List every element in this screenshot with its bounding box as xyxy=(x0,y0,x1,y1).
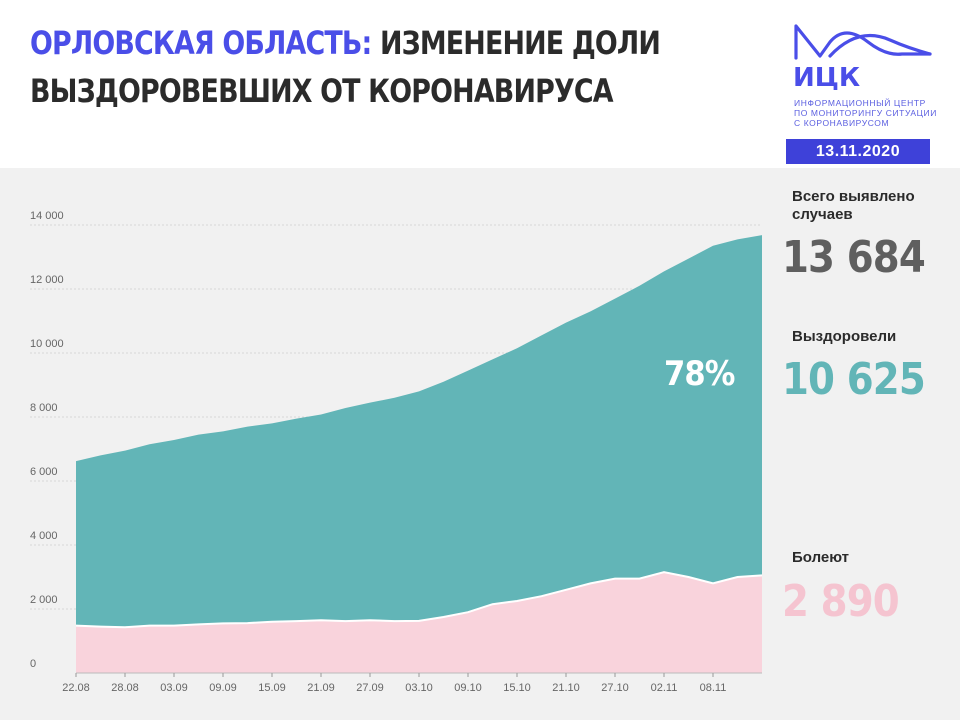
title-topic: ИЗМЕНЕНИЕ ДОЛИ xyxy=(379,24,661,62)
date-badge: 13.11.2020 xyxy=(786,139,930,164)
chart-area: 0 2 000 4 000 6 000 8 000 10 000 12 000 14 000 2… xyxy=(0,168,960,720)
logo-name: ИЦК xyxy=(793,63,860,93)
total-cases-value: 13 684 xyxy=(782,232,926,283)
logo-org-line-2: ПО МОНИТОРИНГУ СИТУАЦИИ xyxy=(794,108,937,118)
total-cases-label: Всего выявлено случаев xyxy=(792,188,915,223)
y-tick-label: 4 000 xyxy=(30,530,58,542)
x-tick-label: 27.09 xyxy=(356,682,384,694)
sick-area xyxy=(76,572,762,673)
recovered-share-label: 78% xyxy=(664,354,735,394)
y-tick-label: 0 xyxy=(30,658,36,670)
sick-boundary-line xyxy=(75,571,763,629)
page-title-line-1: ОРЛОВСКАЯ ОБЛАСТЬ: ИЗМЕНЕНИЕ ДОЛИ xyxy=(30,24,661,62)
x-tick-label: 09.09 xyxy=(209,682,237,694)
y-tick-label: 2 000 xyxy=(30,594,58,606)
recovered-value: 10 625 xyxy=(782,354,926,405)
x-tick-label: 22.08 xyxy=(62,682,90,694)
y-tick-label: 8 000 xyxy=(30,402,58,414)
area-chart: 0 2 000 4 000 6 000 8 000 10 000 12 000 14 000 2… xyxy=(30,210,763,694)
logo-wave-icon: ИЦК xyxy=(793,24,932,93)
x-tick-label: 21.09 xyxy=(307,682,335,694)
x-tick-label: 09.10 xyxy=(454,682,482,694)
header: ОРЛОВСКАЯ ОБЛАСТЬ: ИЗМЕНЕНИЕ ДОЛИ ВЫЗДОР… xyxy=(0,0,960,168)
recovered-label: Выздоровели xyxy=(792,328,897,345)
x-tick-label: 15.10 xyxy=(503,682,531,694)
y-tick-label: 6 000 xyxy=(30,466,58,478)
y-tick-label: 12 000 xyxy=(30,274,64,286)
page-title-line-2: ВЫЗДОРОВЕВШИХ ОТ КОРОНАВИРУСА xyxy=(30,72,614,110)
x-tick-label: 08.11 xyxy=(700,682,727,694)
x-tick-label: 03.09 xyxy=(160,682,188,694)
recovered-area xyxy=(76,235,762,628)
logo-org-line-1: ИНФОРМАЦИОННЫЙ ЦЕНТР xyxy=(794,98,926,108)
x-tick-label: 21.10 xyxy=(552,682,580,694)
sick-label: Болеют xyxy=(792,549,850,566)
sick-value: 2 890 xyxy=(782,576,900,627)
logo-org-line-3: С КОРОНАВИРУСОМ xyxy=(794,118,890,128)
y-tick-label: 10 000 xyxy=(30,338,64,350)
logo-org-text: ИНФОРМАЦИОННЫЙ ЦЕНТР ПО МОНИТОРИНГУ СИТУ… xyxy=(794,98,944,128)
itsk-logo: ИЦК ИНФОРМАЦИОННЫЙ ЦЕНТР ПО МОНИТОРИНГУ … xyxy=(790,20,936,170)
x-tick-label: 15.09 xyxy=(258,682,286,694)
title-region: ОРЛОВСКАЯ ОБЛАСТЬ: xyxy=(30,24,372,62)
x-tick-label: 28.08 xyxy=(111,682,139,694)
x-tick-label: 02.11 xyxy=(651,682,678,694)
x-tick-label: 03.10 xyxy=(405,682,433,694)
x-tick-label: 27.10 xyxy=(601,682,629,694)
y-tick-label: 14 000 xyxy=(30,210,64,222)
